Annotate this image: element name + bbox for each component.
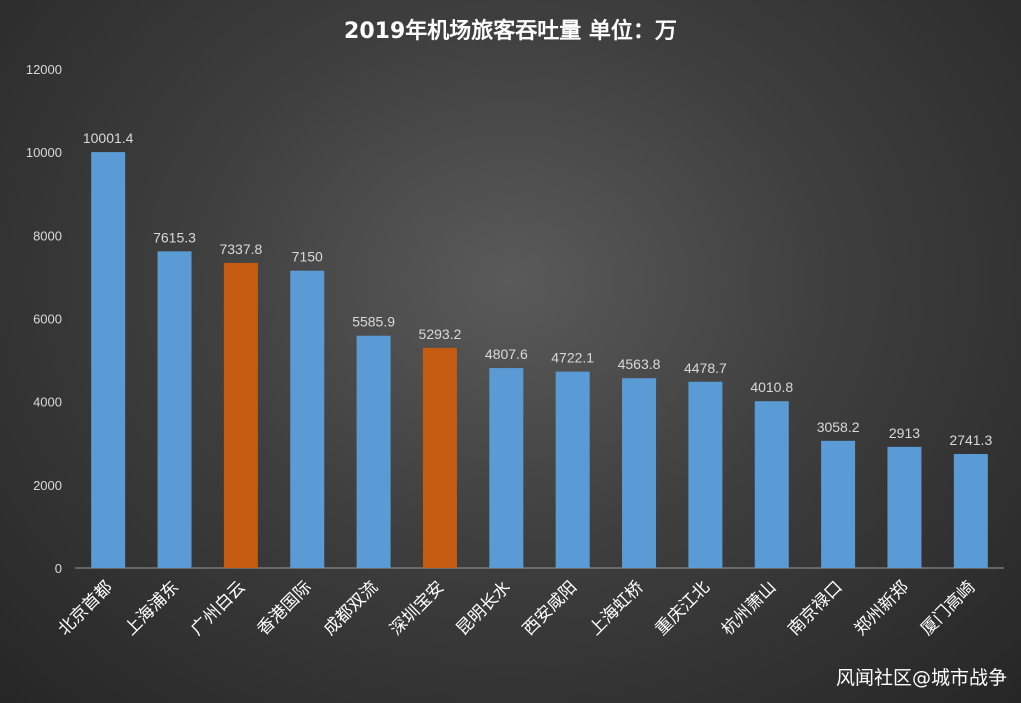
bar [223,262,258,568]
data-label: 4807.6 [485,346,528,362]
x-tick-label: 广州白云 [187,577,249,639]
data-label: 5293.2 [419,326,462,342]
x-tick-label: 香港国际 [254,577,316,639]
data-label: 10001.4 [83,130,134,146]
y-tick-label: 12000 [26,62,62,77]
y-tick-label: 10000 [26,145,62,160]
data-label: 7150 [292,249,323,265]
x-tick-label: 昆明长水 [453,577,515,639]
bar [489,368,524,568]
watermark: 风闻社区@城市战争 [835,667,1007,689]
data-label: 2741.3 [949,432,992,448]
bar [622,378,657,568]
bar [422,347,457,568]
x-tick-label: 上海浦东 [121,577,183,639]
data-label: 4010.8 [750,379,793,395]
bar [887,446,922,568]
data-label: 2913 [889,425,920,441]
bar [953,454,988,568]
bar [821,440,856,568]
x-tick-label: 南京禄口 [784,577,846,639]
chart-title: 2019年机场旅客吞吐量 单位：万 [344,19,677,44]
y-tick-label: 4000 [33,395,62,410]
data-label: 3058.2 [817,419,860,435]
bar [688,381,723,568]
data-label: 4722.1 [551,350,594,366]
x-tick-label: 郑州新郑 [851,577,913,639]
bar [555,371,590,568]
data-label: 5585.9 [352,314,395,330]
bar [157,251,192,568]
y-tick-label: 8000 [33,228,62,243]
y-tick-label: 0 [55,561,62,576]
x-tick-label: 西安咸阳 [519,577,581,639]
bar [290,270,325,568]
data-label: 4563.8 [618,356,661,372]
x-tick-label: 上海虹桥 [585,577,647,639]
y-tick-label: 6000 [33,312,62,327]
bar [754,401,789,568]
data-label: 7337.8 [219,241,262,257]
x-tick-label: 厦门高崎 [917,577,979,639]
x-tick-label: 北京首都 [54,577,116,639]
y-tick-label: 2000 [33,478,62,493]
bar [91,152,126,568]
x-tick-label: 重庆江北 [652,577,714,639]
data-label: 7615.3 [153,229,196,245]
data-label: 4478.7 [684,360,727,376]
bar [356,335,391,568]
x-tick-label: 成都双流 [320,577,382,639]
x-tick-label: 杭州萧山 [718,577,780,639]
x-tick-label: 深圳宝安 [386,577,448,639]
